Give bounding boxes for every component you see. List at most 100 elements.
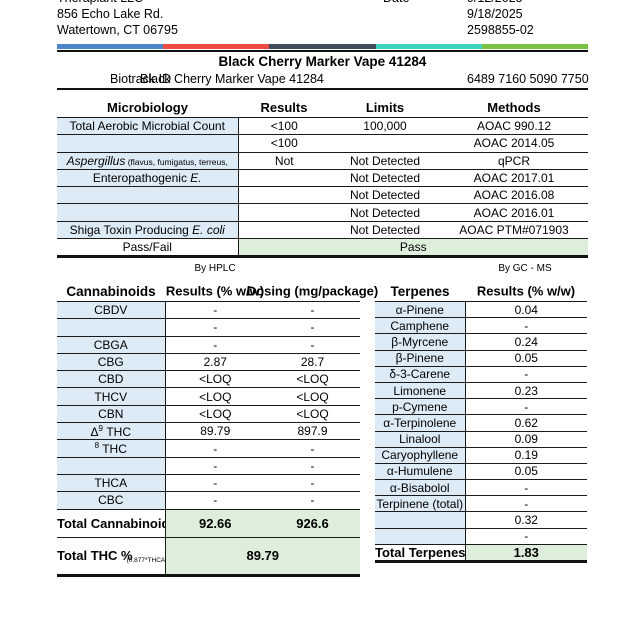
cannabinoid-row: CBDV - - [57, 301, 360, 319]
cannabinoid-dosing-cell: 28.7 [300, 355, 325, 370]
cannabinoid-name-cell: THCV [57, 387, 166, 406]
passfail-label-cell: Pass/Fail [57, 238, 239, 256]
micro-limit-cell: Not Detected [349, 222, 421, 237]
date-value-2: 9/18/2025 [467, 7, 523, 21]
results-header: Results [260, 99, 308, 115]
total-cannabinoids-row: Total Cannabinoids 92.66 926.6 [57, 509, 360, 538]
terpene-row: β-Myrcene 0.24 [375, 333, 587, 351]
date-label: Date [383, 0, 409, 5]
terpene-name-cell [375, 511, 466, 529]
by-gcms-label: By GC - MS [498, 263, 552, 274]
terpene-result-cell: - [524, 399, 529, 414]
cannabinoid-name-cell [57, 457, 166, 475]
terpene-result-cell: 0.62 [514, 415, 538, 430]
cannabinoid-result-cell: - [213, 441, 218, 456]
text-segment: CBGA [93, 337, 128, 352]
section-rule [57, 87, 588, 90]
cannabinoid-dosing-cell: - [310, 476, 315, 491]
microbiology-table-section: Microbiology Results Limits Methods Tota… [57, 97, 588, 259]
cannabinoid-dosing-cell: - [310, 303, 315, 318]
micro-result-cell [238, 204, 330, 221]
terpene-name-cell: δ-3-Carene [375, 366, 466, 383]
cannabinoid-result-cell: 2.87 [203, 355, 227, 370]
terpenes-table-section: Terpenes Results (% w/w) α-Pinene 0.04 Cam… [375, 281, 587, 563]
bar-segment-red [163, 44, 270, 49]
color-divider-bar [57, 44, 589, 49]
micro-analyte-cell [57, 186, 239, 204]
micro-limit-cell: Not Detected [349, 153, 421, 168]
bar-segment-blue [57, 44, 164, 49]
terpene-result-cell: 0.23 [514, 383, 538, 398]
terpene-name-cell: β-Pinene [375, 350, 466, 367]
by-hplc-label: By HPLC [194, 263, 236, 274]
text-segment: THC [99, 442, 127, 457]
micro-result-cell: Not [274, 153, 294, 168]
address-line-1: 856 Echo Lake Rd. [57, 7, 164, 21]
cannabinoid-result-cell: <LOQ [199, 372, 232, 387]
text-segment: THCA [94, 476, 128, 491]
cannabinoid-dosing-cell: 897.9 [297, 424, 328, 439]
terpene-name-cell: α-Humulene [375, 463, 466, 480]
text-segment: CBD [98, 372, 124, 387]
terpene-name-cell: α-Terpinolene [375, 414, 466, 431]
cannabinoid-name-cell: CBGA [57, 336, 166, 354]
micro-passfail-row: Pass/Fail Pass [57, 238, 588, 256]
cannabinoid-row: 8 THC - - [57, 439, 360, 458]
dosing-header-text: Dosing (mg/package) [246, 283, 379, 299]
cannabinoid-name-cell: 8 THC [57, 439, 166, 458]
text-segment: (flavus, fumigatus, terreus, [125, 156, 228, 167]
micro-analyte-cell [57, 203, 239, 222]
terpene-name-cell: β-Myrcene [375, 333, 466, 351]
microbiology-table: Microbiology Results Limits Methods Tota… [57, 97, 588, 256]
terpene-row: β-Pinene 0.05 [375, 350, 587, 367]
total-thc-formula-text: (0.877*THCA)+ [126, 557, 165, 565]
text-segment: E. coli [192, 222, 225, 237]
cannabinoid-name-cell [57, 318, 166, 337]
results-header-text: Results (% w/w) [165, 283, 265, 299]
cannabinoid-row: Δ9 THC 89.79 897.9 [57, 422, 360, 440]
microbiology-header-row: Microbiology Results Limits Methods [57, 97, 588, 118]
cannabinoid-dosing-cell: - [310, 337, 315, 352]
micro-table-row: <100 AOAC 2014.05 [57, 134, 588, 153]
total-thc-row: Total THC %(0.877*THCA)+89.79 [57, 537, 360, 574]
terpene-result-cell: 0.19 [514, 448, 538, 463]
terpene-name-cell [375, 528, 466, 545]
micro-limit-cell: Not Detected [349, 188, 421, 203]
cannabinoid-result-cell: - [213, 476, 218, 491]
cannabinoid-dosing-cell: - [310, 458, 315, 473]
terpenes-results-header: Results (% w/w) [465, 281, 587, 302]
cannabinoid-dosing-cell: - [310, 320, 315, 335]
sample-id: 2598855-02 [467, 23, 534, 37]
terpenes-header: Terpenes [390, 283, 450, 299]
micro-table-row: Not Detected AOAC 2016.08 [57, 186, 588, 204]
cannabinoid-result-cell: 89.79 [200, 424, 231, 439]
company-name: Theraplant LLC [57, 0, 143, 5]
cannabinoid-row: CBC - - [57, 491, 360, 510]
terpene-result-cell: 0.05 [514, 351, 538, 366]
micro-method-cell: AOAC 2017.01 [473, 171, 555, 186]
cannabinoid-result-cell: <LOQ [199, 389, 232, 404]
date-value-1: 9/12/2025 [467, 0, 523, 5]
text-segment: E. [190, 171, 202, 186]
terpene-name-cell: p-Cymene [375, 398, 466, 415]
text-segment: 9 [98, 423, 103, 433]
cannabinoid-name-cell: CBD [57, 370, 166, 388]
terpenes-results-header-text: Results (% w/w) [476, 283, 576, 299]
terpene-row: α-Bisabolol - [375, 479, 587, 496]
micro-table-row: Total Aerobic Microbial Count <100 100,000… [57, 117, 588, 135]
total-cannabinoids-dosing-cell: 926.6 [265, 509, 360, 538]
micro-method-cell: AOAC PTM#071903 [459, 222, 569, 237]
micro-limit-cell: Not Detected [349, 205, 421, 220]
micro-table-row: Enteropathogenic E. Not Detected AOAC 2017… [57, 169, 588, 187]
cannabinoid-result-cell: - [213, 337, 218, 352]
terpenes-table: Terpenes Results (% w/w) α-Pinene 0.04 Cam… [375, 281, 587, 560]
cannabinoid-name-cell: Δ9 THC [57, 422, 166, 440]
cannabinoid-dosing-cell: - [310, 493, 315, 508]
text-segment: Enteropathogenic [92, 171, 191, 186]
terpene-name-cell: Caryophyllene [375, 447, 466, 464]
micro-analyte-cell: Enteropathogenic E. [57, 169, 239, 187]
text-segment: Total Aerobic Microbial Count [69, 119, 225, 134]
address-line-2: Watertown, CT 06795 [57, 23, 178, 37]
micro-result-cell: <100 [270, 136, 298, 151]
micro-result-cell [238, 221, 330, 238]
